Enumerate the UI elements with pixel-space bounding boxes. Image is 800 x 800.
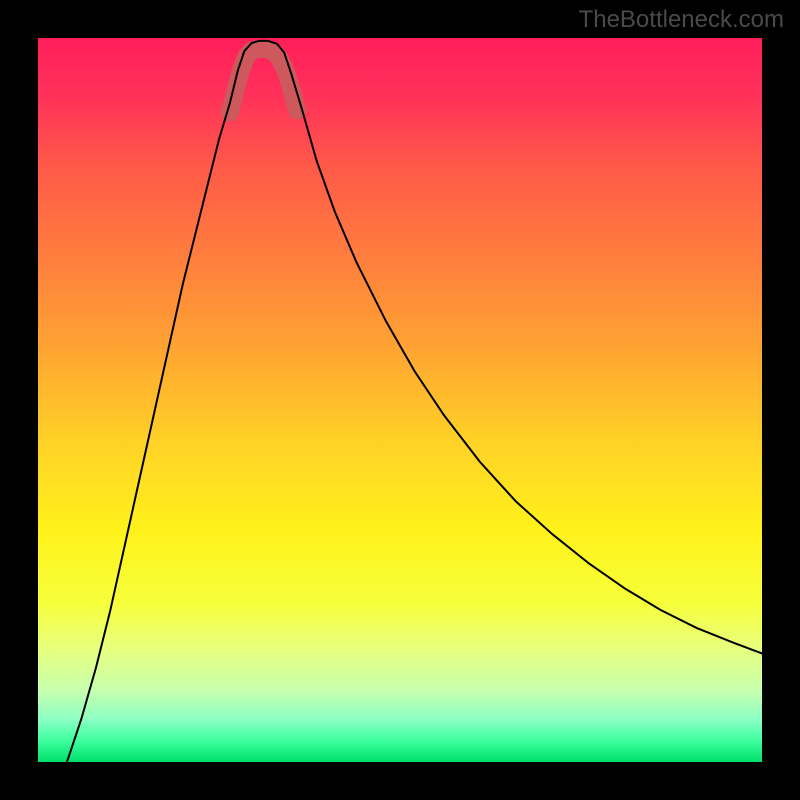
watermark-text: TheBottleneck.com (579, 6, 784, 34)
chart-background (38, 38, 762, 762)
chart-svg (38, 38, 762, 762)
curve-chart (38, 38, 762, 762)
